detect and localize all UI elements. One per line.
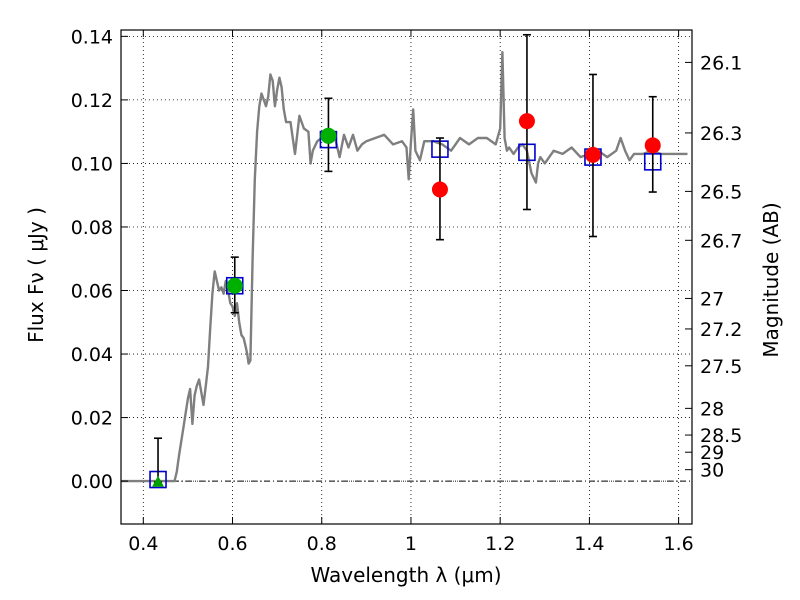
x-tick-label: 1.2 — [485, 533, 515, 555]
upper-limit-triangle — [152, 475, 165, 487]
magnitude-tick-label: 27.2 — [700, 319, 742, 341]
magnitude-tick-label: 26.5 — [700, 181, 742, 203]
y-axis-label: Flux Fν ( μJy ) — [24, 207, 48, 343]
magnitude-tick-label: 26.7 — [700, 230, 742, 252]
magnitude-tick-label: 30 — [700, 460, 724, 482]
magnitude-tick-label: 26.1 — [700, 52, 742, 74]
model-spectrum-line — [121, 51, 688, 483]
x-axis-ticks: 0.4 0.6 0.8 1 1.2 1.4 1.6 — [128, 30, 694, 555]
data-layer — [121, 33, 688, 489]
observed-flux-point — [226, 277, 243, 294]
observed-flux-point — [584, 146, 601, 163]
x-tick-label: 1.4 — [574, 533, 604, 555]
observed-flux-point — [644, 137, 661, 154]
magnitude-axis-label: Magnitude (AB) — [759, 202, 783, 357]
y-axis-ticks: 0.00 0.02 0.04 0.06 0.08 0.10 0.12 0.14 — [71, 26, 128, 493]
magnitude-tick-label: 28 — [700, 398, 724, 420]
y-tick-label: 0.08 — [71, 217, 113, 239]
y-tick-label: 0.02 — [71, 408, 113, 430]
observed-flux-point — [320, 127, 337, 144]
y-tick-label: 0.10 — [71, 153, 113, 175]
y-tick-label: 0.14 — [71, 26, 113, 48]
plot-frame — [120, 29, 693, 525]
x-tick-label: 0.6 — [217, 533, 247, 555]
x-tick-label: 0.4 — [128, 533, 158, 555]
y-tick-label: 0.06 — [71, 281, 113, 303]
observed-flux-point — [431, 181, 448, 198]
magnitude-tick-label: 28.5 — [700, 425, 742, 447]
y-tick-label: 0.12 — [71, 90, 113, 112]
x-tick-label: 1.6 — [664, 533, 694, 555]
observed-flux-point — [518, 113, 535, 130]
x-axis-label: Wavelength λ (μm) — [310, 563, 501, 587]
grid — [121, 30, 692, 524]
y-tick-label: 0.04 — [71, 344, 113, 366]
y-tick-label: 0.00 — [71, 471, 113, 493]
x-tick-label: 0.8 — [307, 533, 337, 555]
x-tick-label: 1 — [405, 533, 417, 555]
magnitude-tick-label: 26.3 — [700, 123, 742, 145]
magnitude-tick-label: 27 — [700, 288, 724, 310]
magnitude-tick-label: 27.5 — [700, 356, 742, 378]
magnitude-tick-label: 29 — [700, 442, 724, 464]
